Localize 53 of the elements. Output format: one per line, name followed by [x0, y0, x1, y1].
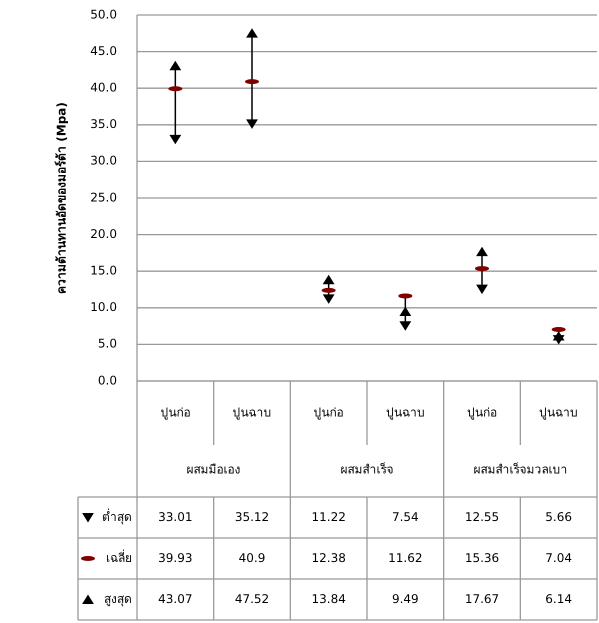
x-tick-label: ปูนก่อ — [467, 405, 497, 420]
data-label: 11.22 — [311, 510, 346, 524]
y-tick-label: 50.0 — [90, 7, 117, 22]
legend-label: ต่ำสุด — [102, 508, 132, 525]
y-tick-label: 30.0 — [90, 154, 117, 168]
point — [246, 119, 258, 128]
data-label: 40.9 — [238, 550, 266, 565]
point — [400, 321, 411, 330]
x-tick-label: ปูนก่อ — [314, 405, 344, 420]
x-tick-label: ปูนก่อ — [160, 405, 190, 420]
data-label: 35.12 — [234, 510, 270, 524]
data-label: 6.14 — [545, 592, 572, 606]
y-axis-title: ความต้านทานอัดของมอร์ต้า (Mpa) — [54, 102, 68, 294]
data-label: 39.93 — [158, 550, 193, 565]
data-label: 7.04 — [545, 550, 572, 565]
y-tick-label: 40.0 — [90, 80, 117, 94]
y-tick-label: 45.0 — [90, 44, 117, 58]
data-label: 43.07 — [158, 592, 193, 606]
y-tick-label: 35.0 — [90, 117, 117, 132]
data-label: 47.52 — [234, 592, 270, 606]
y-tick-label: 20.0 — [90, 226, 117, 241]
point — [170, 134, 181, 144]
data-label: 12.55 — [464, 510, 500, 524]
y-tick-label: 15.0 — [90, 263, 117, 278]
point — [476, 284, 488, 294]
legend-label: สูงสุด — [104, 592, 132, 607]
text: ผสมมือเอง — [186, 462, 241, 476]
y-tick-label: 25.0 — [90, 190, 117, 204]
point — [476, 247, 488, 256]
data-label: 7.54 — [392, 510, 419, 524]
y-tick-label: 5.0 — [98, 336, 117, 351]
data-label: 11.62 — [388, 550, 423, 565]
point — [400, 307, 411, 316]
legend-label: เฉลี่ย — [106, 548, 132, 565]
text: ผสมสำเร็จมวลเบา — [473, 462, 568, 476]
data-label: 12.38 — [311, 550, 346, 565]
text: ผสมสำเร็จ — [340, 462, 394, 476]
data-label: 17.67 — [464, 592, 500, 606]
x-tick-label: ปูนฉาบ — [232, 405, 272, 420]
point — [323, 294, 334, 304]
y-tick-label: 10.0 — [90, 300, 117, 314]
data-label: 5.66 — [545, 510, 572, 524]
y-tick-label: 0.0 — [98, 373, 117, 388]
point — [323, 275, 334, 284]
point — [170, 61, 181, 70]
x-tick-label: ปูนฉาบ — [539, 405, 578, 420]
data-label: 9.49 — [392, 592, 419, 606]
point — [246, 28, 258, 38]
point — [553, 332, 564, 341]
data-label: 13.84 — [311, 592, 346, 606]
x-tick-label: ปูนฉาบ — [386, 405, 425, 420]
data-label: 33.01 — [158, 510, 193, 524]
data-label: 15.36 — [464, 550, 500, 565]
